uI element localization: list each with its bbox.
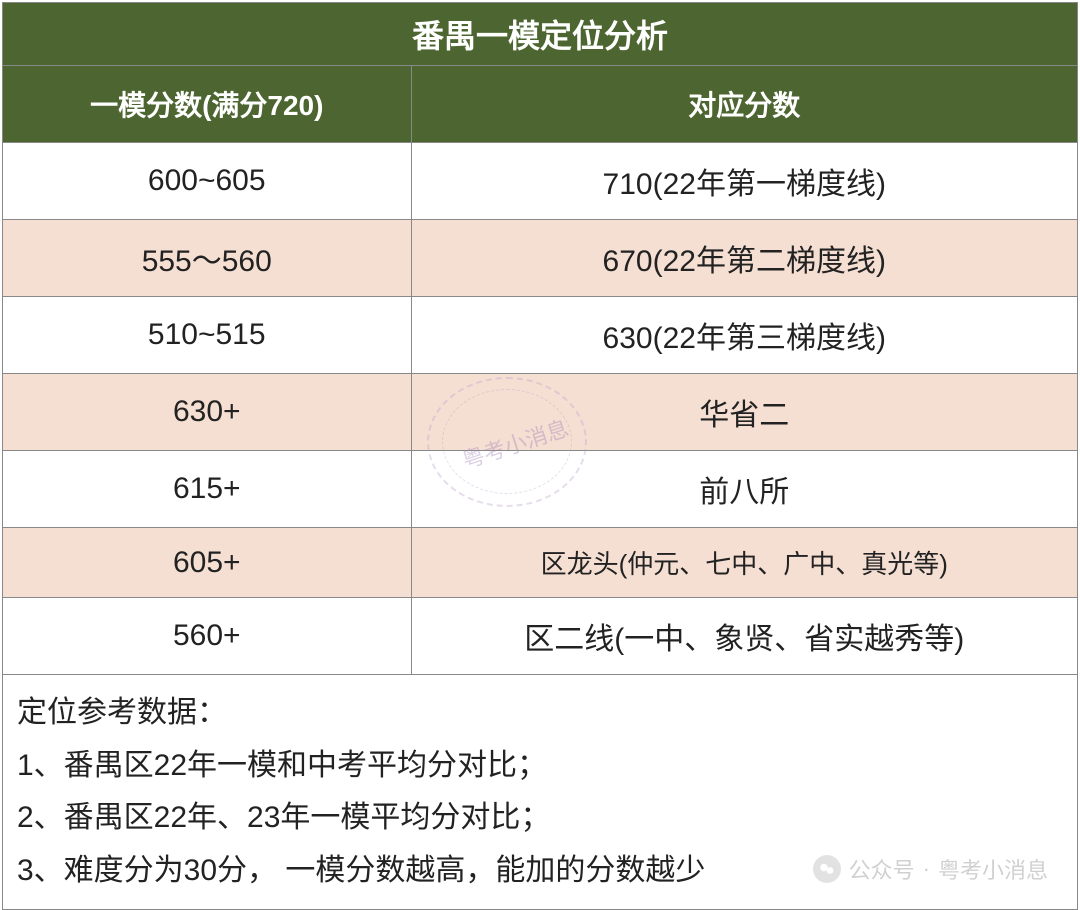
- corresponding-cell: 区龙头(仲元、七中、广中、真光等): [411, 528, 1078, 598]
- header-corresponding: 对应分数: [411, 66, 1078, 143]
- table-row: 560+ 区二线(一中、象贤、省实越秀等): [3, 598, 1078, 675]
- score-cell: 560+: [3, 598, 412, 675]
- corresponding-cell: 630(22年第三梯度线): [411, 297, 1078, 374]
- corresponding-cell: 前八所: [411, 451, 1078, 528]
- footer-name: 粤考小消息: [938, 853, 1048, 885]
- corresponding-cell: 区二线(一中、象贤、省实越秀等): [411, 598, 1078, 675]
- table-row: 510~515 630(22年第三梯度线): [3, 297, 1078, 374]
- header-row: 一模分数(满分720) 对应分数: [3, 66, 1078, 143]
- notes-title: 定位参考数据：: [17, 687, 1063, 740]
- table-row: 605+ 区龙头(仲元、七中、广中、真光等): [3, 528, 1078, 598]
- header-score: 一模分数(满分720): [3, 66, 412, 143]
- score-cell: 510~515: [3, 297, 412, 374]
- score-cell: 630+: [3, 374, 412, 451]
- footer-separator: ·: [923, 856, 930, 882]
- score-cell: 615+: [3, 451, 412, 528]
- analysis-table: 番禺一模定位分析 一模分数(满分720) 对应分数 600~605 710(22…: [2, 2, 1078, 910]
- notes-item: 1、番禺区22年一模和中考平均分对比；: [17, 740, 1063, 793]
- title-row: 番禺一模定位分析: [3, 3, 1078, 66]
- corresponding-cell: 华省二: [411, 374, 1078, 451]
- table-title: 番禺一模定位分析: [3, 3, 1078, 66]
- footer-watermark: 公众号 · 粤考小消息: [813, 853, 1048, 885]
- wechat-icon: [813, 855, 841, 883]
- score-cell: 555～560: [3, 220, 412, 297]
- table-row: 630+ 华省二: [3, 374, 1078, 451]
- corresponding-cell: 670(22年第二梯度线): [411, 220, 1078, 297]
- footer-label: 公众号: [849, 853, 915, 885]
- table-row: 555～560 670(22年第二梯度线): [3, 220, 1078, 297]
- notes-item: 2、番禺区22年、23年一模平均分对比；: [17, 792, 1063, 845]
- table-row: 615+ 前八所: [3, 451, 1078, 528]
- score-cell: 600~605: [3, 143, 412, 220]
- score-cell: 605+: [3, 528, 412, 598]
- corresponding-cell: 710(22年第一梯度线): [411, 143, 1078, 220]
- table-row: 600~605 710(22年第一梯度线): [3, 143, 1078, 220]
